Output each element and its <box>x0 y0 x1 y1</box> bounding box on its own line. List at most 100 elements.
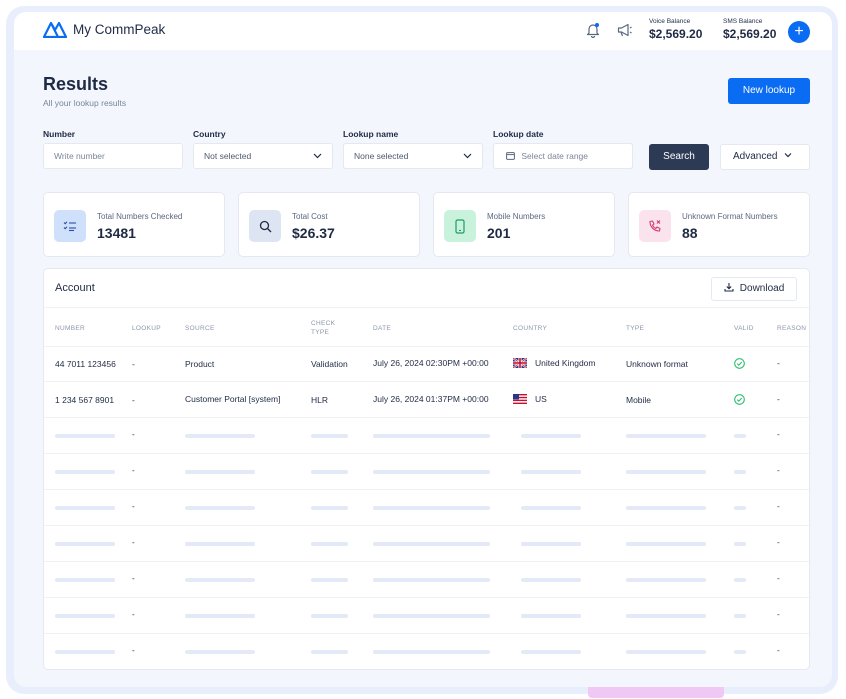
placeholder-dash: - <box>132 646 135 655</box>
stat-card-mobile-numbers: Mobile Numbers 201 <box>433 192 615 257</box>
uk-flag-icon <box>513 358 527 368</box>
column-header-check-type: CHECK TYPE <box>311 320 336 336</box>
megaphone-icon[interactable] <box>617 23 633 37</box>
sms-balance: SMS Balance $2,569.20 <box>723 18 776 41</box>
skeleton-bar <box>185 434 255 438</box>
search-icon <box>249 210 281 242</box>
placeholder-dash: - <box>132 574 135 583</box>
stat-label: Total Numbers Checked <box>97 212 183 221</box>
skeleton-bar <box>373 506 490 510</box>
cell-number: 44 7011 123456 <box>55 359 116 369</box>
skeleton-bar <box>734 650 746 654</box>
skeleton-bar <box>311 434 348 438</box>
voice-balance-label: Voice Balance <box>649 18 691 25</box>
placeholder-dash: - <box>777 430 780 439</box>
column-header-source: SOURCE <box>185 325 215 332</box>
stat-value: 201 <box>487 225 511 241</box>
cell-check-type: Validation <box>311 359 348 369</box>
cell-country: United Kingdom <box>535 358 596 368</box>
divider <box>44 561 809 562</box>
page-subtitle: All your lookup results <box>43 98 127 108</box>
placeholder-dash: - <box>777 646 780 655</box>
skeleton-bar <box>734 506 746 510</box>
country-label: Country <box>193 129 226 139</box>
cell-reason: - <box>777 358 780 368</box>
divider <box>44 633 809 634</box>
download-icon <box>724 283 734 292</box>
skeleton-bar <box>373 470 490 474</box>
skeleton-bar <box>626 614 706 618</box>
skeleton-bar <box>521 578 581 582</box>
new-lookup-button[interactable]: New lookup <box>728 78 810 104</box>
stat-card-total-cost: Total Cost $26.37 <box>238 192 420 257</box>
us-flag-icon <box>513 394 527 404</box>
number-label: Number <box>43 129 76 139</box>
advanced-button[interactable]: Advanced <box>720 144 810 170</box>
cell-reason: - <box>777 394 780 404</box>
placeholder-dash: - <box>132 610 135 619</box>
skeleton-bar <box>521 650 581 654</box>
sms-balance-label: SMS Balance <box>723 18 763 25</box>
logo[interactable]: My CommPeak <box>43 20 165 38</box>
skeleton-bar <box>373 650 490 654</box>
column-header-number: NUMBER <box>55 325 85 332</box>
skeleton-bar <box>311 542 348 546</box>
voice-balance: Voice Balance $2,569.20 <box>649 18 702 41</box>
download-button[interactable]: Download <box>711 277 797 301</box>
stat-label: Mobile Numbers <box>487 212 546 221</box>
cell-date: July 26, 2024 02:30PM +00:00 <box>373 358 489 368</box>
skeleton-bar <box>373 614 490 618</box>
valid-check-icon <box>734 358 745 369</box>
skeleton-bar <box>626 578 706 582</box>
app-window: My CommPeak Voice Balance $2,569.20 SMS … <box>14 12 832 687</box>
skeleton-bar <box>626 470 706 474</box>
top-bar: My CommPeak Voice Balance $2,569.20 SMS … <box>14 12 832 50</box>
skeleton-bar <box>311 578 348 582</box>
placeholder-dash: - <box>777 502 780 511</box>
skeleton-bar <box>734 434 746 438</box>
stat-card-total-numbers: Total Numbers Checked 13481 <box>43 192 225 257</box>
stat-value: 13481 <box>97 225 136 241</box>
skeleton-bar <box>185 506 255 510</box>
chevron-down-icon <box>313 153 322 159</box>
stat-value: $26.37 <box>292 225 335 241</box>
placeholder-dash: - <box>777 574 780 583</box>
notification-bell-icon[interactable] <box>586 22 600 38</box>
skeleton-bar <box>311 506 348 510</box>
skeleton-bar <box>185 650 255 654</box>
skeleton-bar <box>626 542 706 546</box>
voice-balance-value: $2,569.20 <box>649 27 703 41</box>
column-header-lookup: LOOKUP <box>132 325 161 332</box>
phone-x-icon <box>639 210 671 242</box>
lookup-name-select-value: None selected <box>354 151 409 161</box>
lookup-date-label: Lookup date <box>493 129 544 139</box>
calendar-icon <box>506 152 515 160</box>
cell-lookup: - <box>132 395 135 405</box>
lookup-name-label: Lookup name <box>343 129 399 139</box>
lookup-name-select[interactable]: None selected <box>343 143 483 169</box>
skeleton-bar <box>734 614 746 618</box>
skeleton-bar <box>311 650 348 654</box>
cell-date: July 26, 2024 01:37PM +00:00 <box>373 394 489 404</box>
skeleton-bar <box>55 434 115 438</box>
commpeak-logo-icon <box>43 21 67 38</box>
divider <box>44 597 809 598</box>
country-select-value: Not selected <box>204 151 252 161</box>
valid-check-icon <box>734 394 745 405</box>
stat-value: 88 <box>682 225 698 241</box>
lookup-date-input[interactable]: Select date range <box>493 143 633 169</box>
add-button[interactable]: + <box>788 21 810 43</box>
search-button[interactable]: Search <box>649 144 709 170</box>
stat-label: Unknown Format Numbers <box>682 212 778 221</box>
stat-card-unknown-format: Unknown Format Numbers 88 <box>628 192 810 257</box>
cell-number: 1 234 567 8901 <box>55 395 115 405</box>
table-title: Account <box>55 282 95 294</box>
divider <box>44 346 809 347</box>
column-header-type: TYPE <box>626 325 645 332</box>
cell-country: US <box>535 394 547 404</box>
column-header-reason: REASON <box>777 325 807 332</box>
number-input[interactable]: Write number <box>43 143 183 169</box>
country-select[interactable]: Not selected <box>193 143 333 169</box>
placeholder-dash: - <box>777 610 780 619</box>
cell-type: Mobile <box>626 395 652 405</box>
